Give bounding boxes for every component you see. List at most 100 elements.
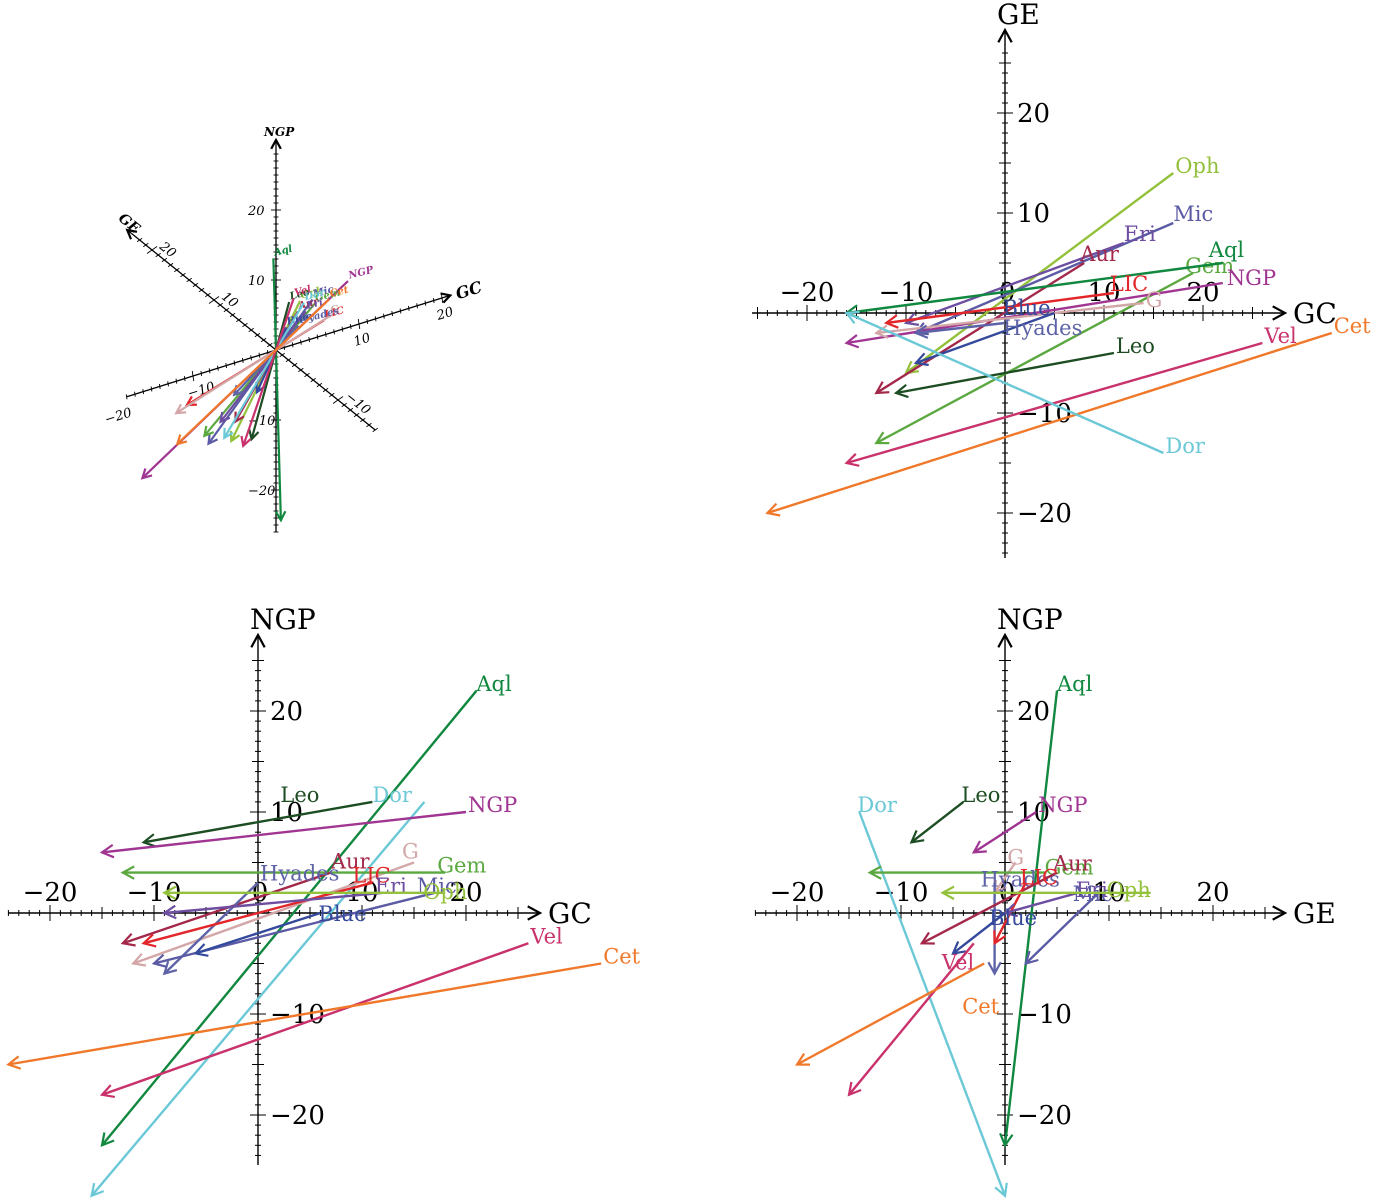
ge-tick bbox=[310, 377, 316, 383]
vector-dor: Dor bbox=[844, 310, 1206, 458]
arrow-head-mic bbox=[1024, 950, 1039, 966]
gc-tick bbox=[241, 357, 244, 363]
gc-tick bbox=[191, 370, 195, 382]
y-axis-arrow bbox=[997, 27, 1013, 43]
arrow-head-g bbox=[131, 953, 147, 967]
vector-line-eri bbox=[164, 891, 383, 915]
ge-tick bbox=[332, 396, 344, 404]
gc-tick bbox=[142, 389, 145, 395]
vector-3d-vel: Vel bbox=[240, 284, 313, 448]
gc-tick bbox=[217, 365, 219, 371]
x-axis-label: GC bbox=[548, 897, 592, 930]
ngp-axis-arrow bbox=[270, 137, 282, 150]
ge-tick bbox=[360, 417, 366, 423]
y-axis-label: GE bbox=[997, 0, 1040, 31]
arrow-head-cet bbox=[794, 1052, 811, 1066]
vector-line-g bbox=[993, 861, 1017, 894]
x-axis-arrow bbox=[527, 905, 543, 921]
vector-3d-line-leo bbox=[250, 301, 291, 440]
vector-3d-line-eri bbox=[219, 310, 307, 423]
ge-tick bbox=[291, 362, 298, 368]
gc-tick bbox=[399, 308, 402, 314]
ge-tick bbox=[285, 357, 292, 363]
vector-label-eri: Eri bbox=[375, 874, 407, 898]
vector-line-hyades bbox=[915, 321, 1006, 335]
arrow-head-eri bbox=[903, 312, 920, 326]
vector-label-aql: Aql bbox=[1208, 238, 1245, 262]
y-tick-label: −20 bbox=[1017, 499, 1072, 529]
y-tick-label: 20 bbox=[1017, 697, 1050, 727]
vector-vel: Vel bbox=[99, 924, 563, 1098]
vector-line-mic bbox=[1024, 891, 1100, 965]
vector-label-oph: Oph bbox=[423, 880, 467, 904]
arrow-head-vel bbox=[844, 453, 860, 467]
ge-tick bbox=[304, 372, 310, 378]
ge-tick bbox=[353, 412, 360, 418]
arrow-head-dor bbox=[90, 1182, 105, 1198]
vector-aql: Aql bbox=[999, 672, 1093, 1148]
arrow-head-oph bbox=[940, 885, 955, 900]
arrow-head-hyades bbox=[987, 961, 1002, 976]
vector-label-aql: Aql bbox=[475, 672, 512, 696]
vector-line-leo bbox=[895, 351, 1115, 395]
arrow-head-cet bbox=[6, 1055, 22, 1070]
arrow-head-lic bbox=[993, 930, 1007, 946]
vector-aql: Aql bbox=[844, 238, 1245, 319]
vector-3d-label-vel: Vel bbox=[293, 284, 312, 299]
vector-dor: Dor bbox=[90, 783, 426, 1198]
gc-tick bbox=[308, 337, 311, 343]
vector-line-aql bbox=[846, 261, 1223, 315]
arrow-head-oph bbox=[904, 360, 920, 375]
arrow-head-dor bbox=[994, 1182, 1008, 1198]
vector-label-oph: Oph bbox=[1175, 154, 1219, 178]
ge-tick bbox=[236, 317, 242, 323]
panel-3d-projection: −20−101020−101020−20−101020GCGENGPAqlNGP… bbox=[103, 125, 484, 533]
gc-tick bbox=[349, 324, 352, 330]
vector-label-hyades: Hyades bbox=[1003, 316, 1082, 340]
arrow-head-3d-gem bbox=[202, 425, 215, 438]
arrow-head-gem bbox=[120, 865, 135, 880]
y-tick-label: 10 bbox=[270, 798, 303, 828]
gc-tick bbox=[333, 329, 335, 335]
x-tick-label: 20 bbox=[1186, 278, 1219, 308]
arrow-head-aql bbox=[999, 1132, 1014, 1148]
ge-tick bbox=[279, 352, 285, 358]
vector-oph: Oph bbox=[904, 154, 1219, 375]
vector-cet: Cet bbox=[6, 945, 641, 1070]
ge-tick bbox=[267, 342, 273, 348]
arrow-head-3d-dor bbox=[223, 427, 234, 440]
ge-tick bbox=[248, 327, 254, 333]
ge-tick bbox=[136, 237, 143, 243]
vector-3d-label-dor: Dor bbox=[302, 287, 326, 303]
arrow-head-3d-ngp bbox=[140, 468, 153, 480]
gc-tick bbox=[341, 326, 344, 332]
x-axis-label: GE bbox=[1293, 897, 1336, 930]
vector-line-g bbox=[876, 301, 1144, 335]
gc-tick bbox=[125, 394, 128, 400]
ge-tick bbox=[208, 296, 220, 304]
gc-axis-label: GC bbox=[453, 277, 484, 303]
arrow-head-3d-g bbox=[174, 403, 187, 415]
vector-line-cet bbox=[8, 962, 602, 1066]
y-tick-label: 20 bbox=[1017, 99, 1050, 129]
vector-line-blue bbox=[195, 911, 321, 955]
x-axis-label: GC bbox=[1293, 297, 1337, 330]
vector-line-dor bbox=[846, 311, 1164, 455]
vector-3d-label-oph: Oph bbox=[300, 285, 325, 301]
ge-axis-label: GE bbox=[115, 210, 143, 237]
arrow-head-3d-aql bbox=[274, 510, 287, 523]
vector-line-eri bbox=[1004, 891, 1079, 915]
vector-3d-line-g bbox=[175, 315, 331, 414]
ge-tick bbox=[161, 257, 168, 263]
vector-label-blue: Blue bbox=[989, 906, 1037, 930]
arrow-head-hyades bbox=[913, 324, 929, 339]
gc-tick bbox=[233, 360, 236, 366]
vector-line-mic bbox=[915, 221, 1174, 335]
ge-tick bbox=[260, 337, 267, 343]
gc-tick bbox=[175, 378, 178, 384]
vector-line-aql bbox=[101, 690, 478, 1147]
gc-tick-label: 20 bbox=[434, 305, 455, 324]
vector-label-oph: Oph bbox=[1107, 878, 1151, 902]
